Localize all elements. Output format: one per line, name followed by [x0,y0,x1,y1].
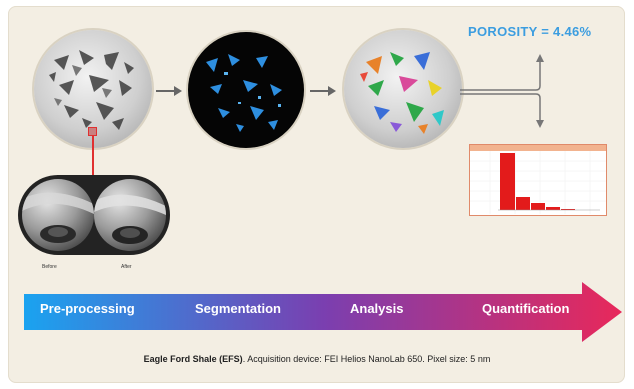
stage-segmentation: Segmentation [195,301,281,316]
caption-sample-name: Eagle Ford Shale (EFS) [144,354,243,364]
analysis-labeled-pores [344,30,462,148]
histogram-bar-3 [531,203,545,210]
porosity-result: POROSITY = 4.46% [468,24,591,39]
histogram-bar-2 [516,197,530,210]
zoom-before-texture [22,179,94,251]
histogram-bar-4 [546,207,560,210]
zoom-connector-line [92,136,94,176]
zoom-marker-box [88,127,97,136]
after-label: After [121,264,132,270]
segmented-pores [188,32,304,148]
stage-analysis: Analysis [350,301,403,316]
caption-details: . Acquisition device: FEI Helios NanoLab… [243,354,491,364]
zoom-comparison [18,175,170,255]
figure-caption: Eagle Ford Shale (EFS). Acquisition devi… [0,354,634,364]
sem-segmented-image [188,32,304,148]
histogram-plot [470,151,606,214]
pore-size-histogram [469,144,607,216]
flow-arrow-2 [310,84,336,98]
branch-arrows [460,52,550,132]
zoom-before-image [22,179,94,251]
sem-analysis-image [344,30,462,148]
histogram-bar-1 [500,153,515,210]
zoom-after-image [94,179,166,251]
stage-quantification: Quantification [482,301,569,316]
stage-pre-processing: Pre-processing [40,301,135,316]
flow-arrow-1 [156,84,182,98]
zoom-after-texture [94,179,166,251]
before-label: Before [42,264,57,270]
